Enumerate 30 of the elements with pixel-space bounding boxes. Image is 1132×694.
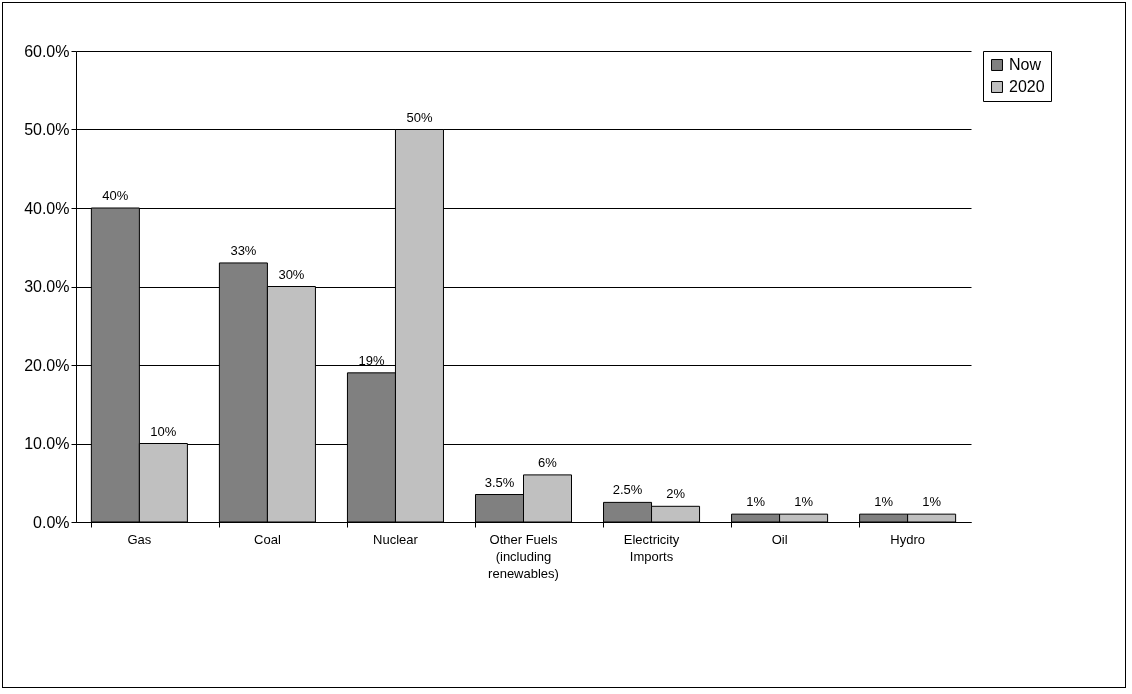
data-label: 2% — [666, 486, 686, 502]
data-label: 1% — [874, 494, 894, 510]
y-tick-label: 0.0% — [33, 513, 70, 531]
legend-label: 2020 — [1009, 78, 1045, 95]
data-label: 2.5% — [612, 482, 643, 498]
data-label: 40% — [102, 188, 129, 203]
x-tick-label: Hydro — [890, 531, 925, 547]
data-label: 30% — [278, 266, 305, 282]
data-label: 10% — [150, 423, 177, 439]
y-tick-label: 60.0% — [24, 42, 70, 60]
x-tick-label: Gas — [127, 531, 152, 547]
legend-label: Now — [1009, 56, 1042, 73]
data-label: 3.5% — [484, 474, 515, 490]
x-tick-label: Coal — [254, 531, 281, 547]
x-tick-label: Nuclear — [373, 531, 419, 547]
y-tick-label: 30.0% — [24, 278, 70, 295]
data-label: 19% — [358, 352, 385, 368]
data-label: 1% — [922, 494, 942, 510]
data-label: 6% — [538, 454, 558, 470]
data-label: 50% — [406, 109, 433, 125]
data-label: 1% — [746, 494, 766, 510]
x-tick-label: Electricity Imports — [623, 531, 680, 564]
y-tick-label: 20.0% — [24, 356, 70, 374]
x-tick-label: Other Fuels (including renewables) — [488, 531, 559, 581]
x-tick-label: Oil — [771, 531, 788, 547]
data-label: 33% — [230, 242, 257, 258]
y-tick-label: 50.0% — [24, 121, 70, 138]
data-label: 1% — [794, 494, 814, 510]
y-tick-label: 10.0% — [24, 435, 70, 452]
y-tick-label: 40.0% — [24, 199, 70, 217]
